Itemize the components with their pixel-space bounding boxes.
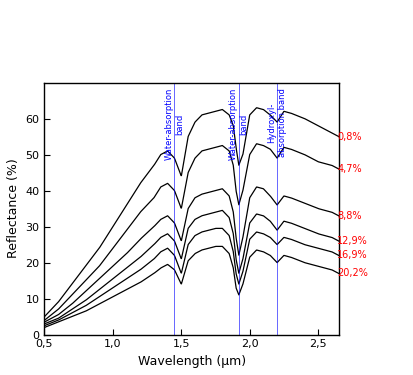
X-axis label: Wavelength (μm): Wavelength (μm) [138,355,246,368]
Text: Water-absorption
band: Water-absorption band [165,88,184,160]
Text: Hydroxyl-
absorption band: Hydroxyl- absorption band [267,88,287,157]
Text: 16,9%: 16,9% [337,251,368,260]
Text: 8,8%: 8,8% [337,211,362,221]
Y-axis label: Reflectance (%): Reflectance (%) [7,159,20,258]
Text: 20,2%: 20,2% [337,268,368,278]
Text: 12,9%: 12,9% [337,236,368,246]
Text: 0,8%: 0,8% [337,132,362,141]
Text: Water-absorption
band: Water-absorption band [229,88,249,160]
Text: 4,7%: 4,7% [337,164,362,174]
